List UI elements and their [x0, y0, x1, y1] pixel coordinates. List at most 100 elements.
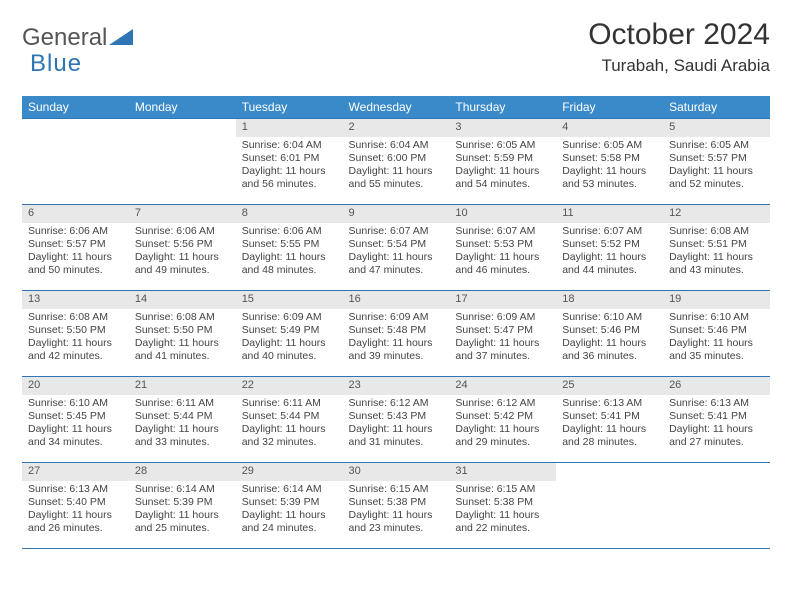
calendar-day-cell: 22Sunrise: 6:11 AMSunset: 5:44 PMDayligh…: [236, 377, 343, 463]
sunset-line: Sunset: 5:59 PM: [455, 152, 550, 165]
daylight-line: Daylight: 11 hours and 34 minutes.: [28, 423, 123, 449]
day-content: Sunrise: 6:06 AMSunset: 5:55 PMDaylight:…: [236, 223, 343, 282]
day-content: Sunrise: 6:15 AMSunset: 5:38 PMDaylight:…: [449, 481, 556, 540]
calendar-day-cell: 25Sunrise: 6:13 AMSunset: 5:41 PMDayligh…: [556, 377, 663, 463]
calendar-day-cell: 15Sunrise: 6:09 AMSunset: 5:49 PMDayligh…: [236, 291, 343, 377]
sunrise-line: Sunrise: 6:12 AM: [455, 397, 550, 410]
day-content: Sunrise: 6:09 AMSunset: 5:48 PMDaylight:…: [343, 309, 450, 368]
calendar-day-cell: 12Sunrise: 6:08 AMSunset: 5:51 PMDayligh…: [663, 205, 770, 291]
day-content: Sunrise: 6:07 AMSunset: 5:52 PMDaylight:…: [556, 223, 663, 282]
calendar-day-cell: 24Sunrise: 6:12 AMSunset: 5:42 PMDayligh…: [449, 377, 556, 463]
day-content: Sunrise: 6:15 AMSunset: 5:38 PMDaylight:…: [343, 481, 450, 540]
calendar-day-cell: 17Sunrise: 6:09 AMSunset: 5:47 PMDayligh…: [449, 291, 556, 377]
sunset-line: Sunset: 5:57 PM: [669, 152, 764, 165]
day-number: 26: [663, 377, 770, 395]
sunset-line: Sunset: 5:39 PM: [242, 496, 337, 509]
day-content: Sunrise: 6:06 AMSunset: 5:56 PMDaylight:…: [129, 223, 236, 282]
calendar-day-cell: 19Sunrise: 6:10 AMSunset: 5:46 PMDayligh…: [663, 291, 770, 377]
daylight-line: Daylight: 11 hours and 29 minutes.: [455, 423, 550, 449]
sunset-line: Sunset: 5:47 PM: [455, 324, 550, 337]
day-content: Sunrise: 6:06 AMSunset: 5:57 PMDaylight:…: [22, 223, 129, 282]
day-content: Sunrise: 6:13 AMSunset: 5:41 PMDaylight:…: [663, 395, 770, 454]
daylight-line: Daylight: 11 hours and 49 minutes.: [135, 251, 230, 277]
day-number: 31: [449, 463, 556, 481]
logo: General: [22, 18, 135, 52]
daylight-line: Daylight: 11 hours and 50 minutes.: [28, 251, 123, 277]
day-number: 5: [663, 119, 770, 137]
weekday-header: Saturday: [663, 96, 770, 119]
calendar-empty-cell: [556, 463, 663, 549]
day-number: 20: [22, 377, 129, 395]
daylight-line: Daylight: 11 hours and 48 minutes.: [242, 251, 337, 277]
sunset-line: Sunset: 5:38 PM: [349, 496, 444, 509]
day-content: Sunrise: 6:04 AMSunset: 6:00 PMDaylight:…: [343, 137, 450, 196]
sunset-line: Sunset: 5:46 PM: [562, 324, 657, 337]
daylight-line: Daylight: 11 hours and 40 minutes.: [242, 337, 337, 363]
sunset-line: Sunset: 5:41 PM: [562, 410, 657, 423]
calendar-header-row: SundayMondayTuesdayWednesdayThursdayFrid…: [22, 96, 770, 119]
sunset-line: Sunset: 5:55 PM: [242, 238, 337, 251]
calendar-day-cell: 16Sunrise: 6:09 AMSunset: 5:48 PMDayligh…: [343, 291, 450, 377]
calendar-body: 1Sunrise: 6:04 AMSunset: 6:01 PMDaylight…: [22, 119, 770, 549]
sunset-line: Sunset: 5:48 PM: [349, 324, 444, 337]
sunrise-line: Sunrise: 6:13 AM: [669, 397, 764, 410]
calendar-empty-cell: [22, 119, 129, 205]
weekday-header: Thursday: [449, 96, 556, 119]
calendar-day-cell: 3Sunrise: 6:05 AMSunset: 5:59 PMDaylight…: [449, 119, 556, 205]
day-content: Sunrise: 6:14 AMSunset: 5:39 PMDaylight:…: [236, 481, 343, 540]
day-content: Sunrise: 6:10 AMSunset: 5:45 PMDaylight:…: [22, 395, 129, 454]
logo-text-general: General: [22, 24, 107, 52]
sunrise-line: Sunrise: 6:07 AM: [349, 225, 444, 238]
sunrise-line: Sunrise: 6:06 AM: [28, 225, 123, 238]
sunrise-line: Sunrise: 6:06 AM: [242, 225, 337, 238]
day-content: Sunrise: 6:05 AMSunset: 5:58 PMDaylight:…: [556, 137, 663, 196]
calendar-day-cell: 10Sunrise: 6:07 AMSunset: 5:53 PMDayligh…: [449, 205, 556, 291]
day-number: 21: [129, 377, 236, 395]
sunrise-line: Sunrise: 6:06 AM: [135, 225, 230, 238]
day-number: 1: [236, 119, 343, 137]
day-number: 24: [449, 377, 556, 395]
sunrise-line: Sunrise: 6:15 AM: [349, 483, 444, 496]
day-content: Sunrise: 6:11 AMSunset: 5:44 PMDaylight:…: [129, 395, 236, 454]
day-content: Sunrise: 6:12 AMSunset: 5:42 PMDaylight:…: [449, 395, 556, 454]
calendar-day-cell: 27Sunrise: 6:13 AMSunset: 5:40 PMDayligh…: [22, 463, 129, 549]
day-number: 25: [556, 377, 663, 395]
daylight-line: Daylight: 11 hours and 55 minutes.: [349, 165, 444, 191]
calendar-day-cell: 20Sunrise: 6:10 AMSunset: 5:45 PMDayligh…: [22, 377, 129, 463]
day-content: Sunrise: 6:13 AMSunset: 5:40 PMDaylight:…: [22, 481, 129, 540]
day-content: Sunrise: 6:10 AMSunset: 5:46 PMDaylight:…: [556, 309, 663, 368]
daylight-line: Daylight: 11 hours and 53 minutes.: [562, 165, 657, 191]
sunrise-line: Sunrise: 6:10 AM: [669, 311, 764, 324]
calendar-day-cell: 11Sunrise: 6:07 AMSunset: 5:52 PMDayligh…: [556, 205, 663, 291]
sunset-line: Sunset: 5:38 PM: [455, 496, 550, 509]
sunrise-line: Sunrise: 6:14 AM: [135, 483, 230, 496]
sunset-line: Sunset: 6:00 PM: [349, 152, 444, 165]
day-number: 23: [343, 377, 450, 395]
daylight-line: Daylight: 11 hours and 36 minutes.: [562, 337, 657, 363]
sunrise-line: Sunrise: 6:05 AM: [562, 139, 657, 152]
sunrise-line: Sunrise: 6:13 AM: [562, 397, 657, 410]
month-title: October 2024: [588, 18, 770, 52]
sunrise-line: Sunrise: 6:12 AM: [349, 397, 444, 410]
sunset-line: Sunset: 5:44 PM: [242, 410, 337, 423]
calendar-day-cell: 4Sunrise: 6:05 AMSunset: 5:58 PMDaylight…: [556, 119, 663, 205]
logo-line2: Blue: [30, 50, 770, 78]
sunset-line: Sunset: 5:54 PM: [349, 238, 444, 251]
sunrise-line: Sunrise: 6:13 AM: [28, 483, 123, 496]
sunrise-line: Sunrise: 6:05 AM: [669, 139, 764, 152]
sunset-line: Sunset: 5:50 PM: [28, 324, 123, 337]
sunset-line: Sunset: 5:57 PM: [28, 238, 123, 251]
calendar-week-row: 27Sunrise: 6:13 AMSunset: 5:40 PMDayligh…: [22, 463, 770, 549]
day-number: 10: [449, 205, 556, 223]
day-content: Sunrise: 6:07 AMSunset: 5:53 PMDaylight:…: [449, 223, 556, 282]
daylight-line: Daylight: 11 hours and 56 minutes.: [242, 165, 337, 191]
day-content: Sunrise: 6:14 AMSunset: 5:39 PMDaylight:…: [129, 481, 236, 540]
day-content: Sunrise: 6:08 AMSunset: 5:50 PMDaylight:…: [22, 309, 129, 368]
calendar-day-cell: 13Sunrise: 6:08 AMSunset: 5:50 PMDayligh…: [22, 291, 129, 377]
weekday-header: Friday: [556, 96, 663, 119]
day-content: Sunrise: 6:04 AMSunset: 6:01 PMDaylight:…: [236, 137, 343, 196]
day-content: Sunrise: 6:09 AMSunset: 5:47 PMDaylight:…: [449, 309, 556, 368]
day-number: 12: [663, 205, 770, 223]
sunrise-line: Sunrise: 6:09 AM: [455, 311, 550, 324]
calendar-week-row: 1Sunrise: 6:04 AMSunset: 6:01 PMDaylight…: [22, 119, 770, 205]
